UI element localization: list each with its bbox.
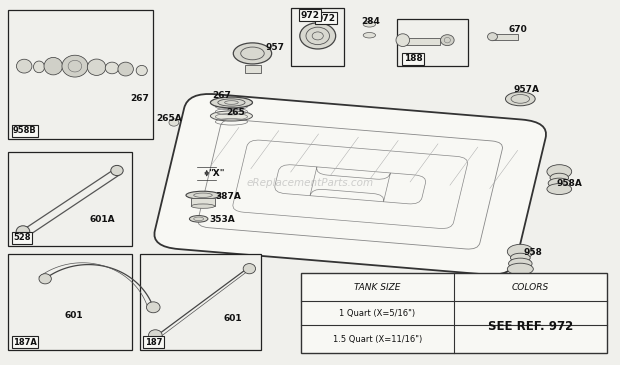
- Text: 267: 267: [213, 91, 232, 100]
- Bar: [8, 151, 132, 246]
- Text: 528: 528: [13, 234, 30, 242]
- Bar: [8, 10, 154, 139]
- Ellipse shape: [243, 264, 255, 274]
- Ellipse shape: [210, 97, 252, 108]
- Ellipse shape: [363, 32, 376, 38]
- Text: TANK SIZE: TANK SIZE: [354, 283, 401, 292]
- Ellipse shape: [33, 61, 45, 73]
- Ellipse shape: [547, 184, 572, 195]
- Ellipse shape: [44, 57, 63, 75]
- FancyBboxPatch shape: [191, 198, 215, 206]
- Ellipse shape: [363, 22, 376, 27]
- FancyBboxPatch shape: [154, 94, 546, 275]
- Text: 957A: 957A: [513, 85, 539, 94]
- Ellipse shape: [118, 62, 133, 76]
- Ellipse shape: [233, 43, 272, 64]
- Text: 265: 265: [226, 108, 245, 117]
- Ellipse shape: [186, 191, 220, 199]
- Ellipse shape: [143, 104, 154, 110]
- Ellipse shape: [396, 34, 410, 46]
- Ellipse shape: [39, 274, 51, 284]
- Ellipse shape: [146, 302, 160, 313]
- Ellipse shape: [300, 23, 335, 49]
- Ellipse shape: [547, 165, 572, 178]
- Text: "X": "X": [208, 169, 224, 177]
- Text: 670: 670: [508, 25, 527, 34]
- Text: 957: 957: [266, 43, 285, 53]
- FancyBboxPatch shape: [403, 38, 440, 45]
- Ellipse shape: [136, 65, 148, 76]
- Text: 188: 188: [404, 54, 423, 63]
- Ellipse shape: [548, 178, 570, 188]
- Text: 972: 972: [317, 14, 335, 23]
- Ellipse shape: [507, 263, 533, 275]
- Ellipse shape: [210, 111, 252, 121]
- Text: 1.5 Quart (X=11/16"): 1.5 Quart (X=11/16"): [333, 335, 422, 344]
- Bar: [8, 254, 132, 350]
- Text: 284: 284: [361, 17, 380, 26]
- FancyBboxPatch shape: [245, 65, 261, 73]
- Text: 187: 187: [145, 338, 162, 347]
- Bar: [397, 19, 467, 66]
- Ellipse shape: [510, 253, 530, 262]
- Ellipse shape: [17, 59, 32, 73]
- Text: 387A: 387A: [215, 192, 241, 201]
- Ellipse shape: [111, 165, 123, 176]
- Text: 353A: 353A: [210, 215, 235, 224]
- Text: 958: 958: [523, 248, 542, 257]
- Bar: [140, 254, 260, 350]
- Ellipse shape: [169, 119, 179, 126]
- Text: 601: 601: [223, 314, 242, 323]
- Text: 1 Quart (X=5/16"): 1 Quart (X=5/16"): [339, 308, 415, 318]
- Text: COLORS: COLORS: [512, 283, 549, 292]
- Ellipse shape: [87, 59, 106, 76]
- Ellipse shape: [62, 55, 88, 77]
- Ellipse shape: [191, 204, 215, 208]
- Bar: [301, 273, 607, 353]
- Text: eReplacementParts.com: eReplacementParts.com: [246, 177, 374, 188]
- Ellipse shape: [550, 173, 569, 182]
- Ellipse shape: [189, 216, 208, 222]
- Ellipse shape: [105, 62, 119, 74]
- Text: 267: 267: [130, 95, 149, 103]
- FancyBboxPatch shape: [492, 34, 518, 39]
- Text: 958B: 958B: [13, 126, 37, 135]
- Ellipse shape: [508, 258, 532, 269]
- Ellipse shape: [16, 226, 30, 237]
- Ellipse shape: [487, 33, 497, 41]
- Text: 187A: 187A: [13, 338, 37, 347]
- Ellipse shape: [507, 244, 533, 259]
- Ellipse shape: [441, 35, 454, 46]
- Ellipse shape: [214, 99, 226, 106]
- Ellipse shape: [149, 330, 162, 341]
- Text: 601: 601: [64, 311, 83, 320]
- Text: SEE REF. 972: SEE REF. 972: [488, 320, 573, 333]
- Text: 601A: 601A: [90, 215, 115, 224]
- Text: 958A: 958A: [557, 179, 583, 188]
- Ellipse shape: [505, 92, 535, 106]
- Text: 265A: 265A: [156, 114, 182, 123]
- Bar: [291, 8, 344, 66]
- Text: 972: 972: [301, 11, 319, 20]
